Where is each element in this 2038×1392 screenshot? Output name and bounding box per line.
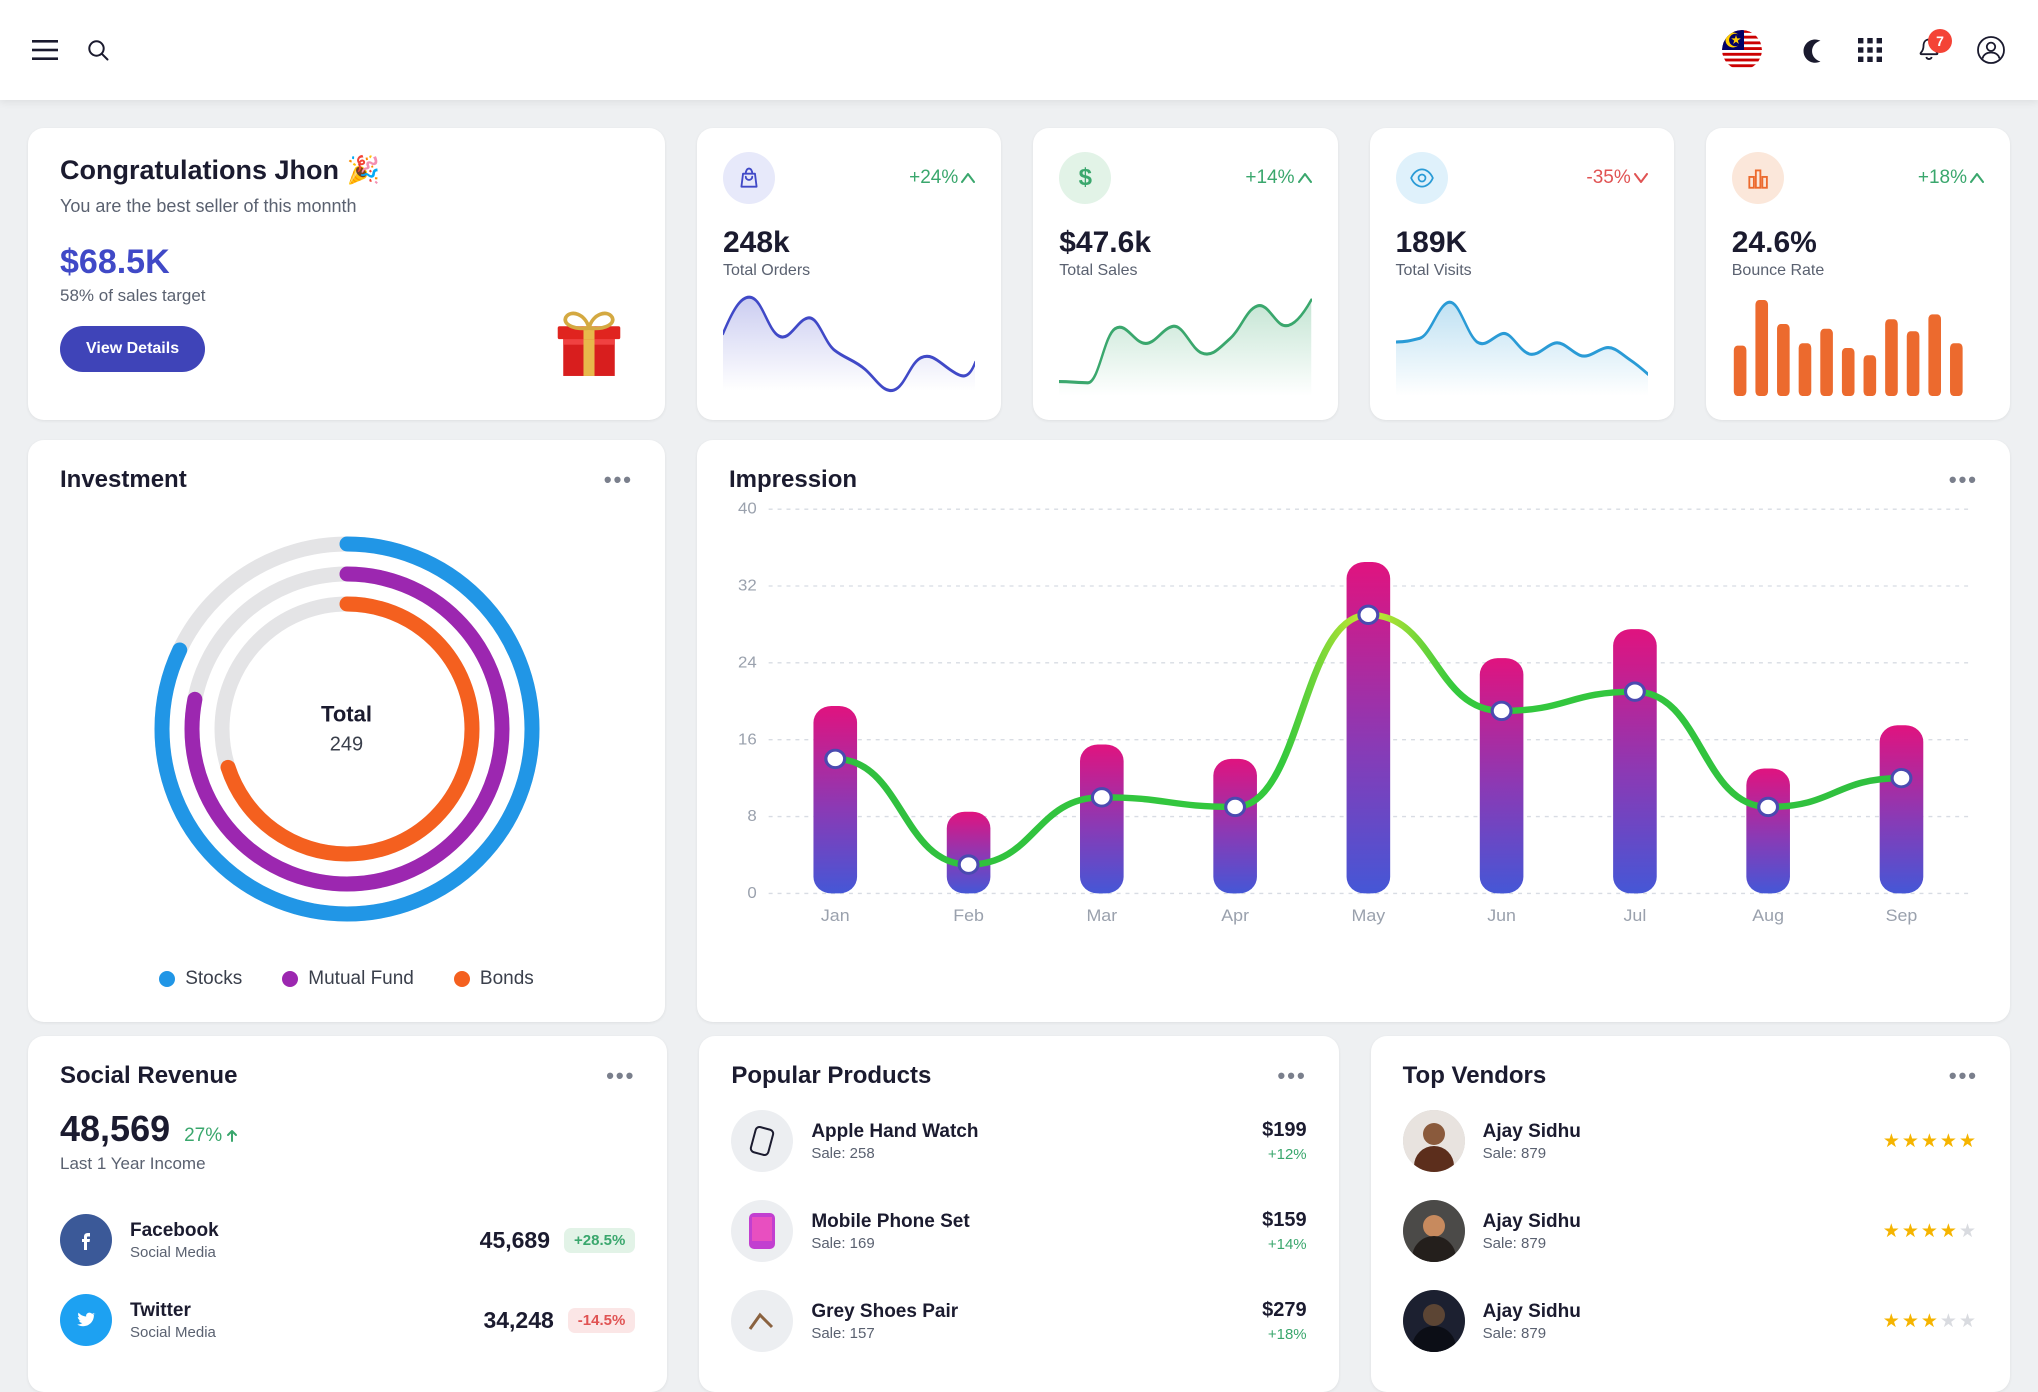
svg-text:Jan: Jan xyxy=(821,906,850,925)
svg-text:Mar: Mar xyxy=(1086,906,1117,925)
svg-text:24: 24 xyxy=(738,654,757,671)
svg-text:32: 32 xyxy=(738,577,757,594)
svg-text:40: 40 xyxy=(738,500,757,517)
svg-text:Jul: Jul xyxy=(1624,906,1647,925)
svg-text:May: May xyxy=(1352,906,1386,925)
svg-text:16: 16 xyxy=(738,731,757,748)
svg-text:Feb: Feb xyxy=(953,906,984,925)
svg-text:Jun: Jun xyxy=(1487,906,1516,925)
svg-text:0: 0 xyxy=(747,885,756,902)
svg-text:Apr: Apr xyxy=(1221,906,1249,925)
svg-text:Aug: Aug xyxy=(1752,906,1784,925)
svg-text:Sep: Sep xyxy=(1886,906,1918,925)
svg-text:8: 8 xyxy=(747,808,756,825)
